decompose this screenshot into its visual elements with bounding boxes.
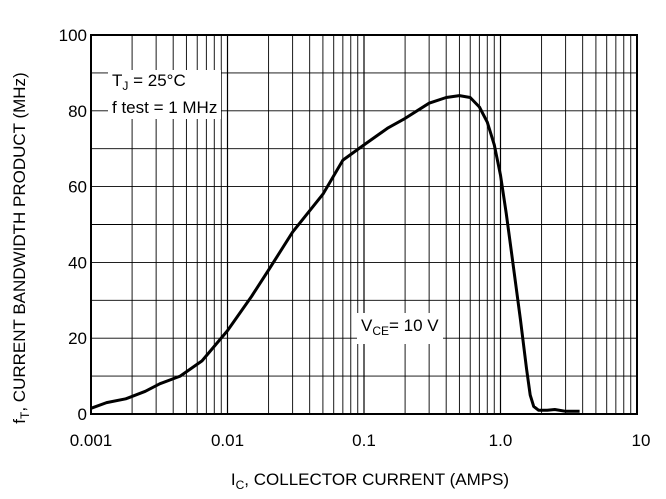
plot-frame	[90, 34, 638, 415]
y-tick-label: 20	[68, 329, 87, 348]
y-tick-label: 60	[68, 178, 87, 197]
test-frequency-label: f test = 1 MHz	[112, 98, 218, 117]
y-tick-label: 80	[68, 102, 87, 121]
x-tick-label: 10	[632, 431, 651, 450]
ft-curve	[90, 94, 580, 413]
x-tick-label: 0.001	[70, 431, 113, 450]
y-tick-label: 0	[78, 405, 87, 424]
x-axis-title: IC, COLLECTOR CURRENT (AMPS)	[230, 470, 510, 492]
vce-label: VCE= 10 V	[357, 313, 443, 344]
y-tick-label: 100	[59, 26, 87, 45]
x-tick-label: 0.01	[211, 431, 244, 450]
y-tick-label: 40	[68, 253, 87, 272]
x-tick-label: 1.0	[489, 431, 513, 450]
y-axis-title: fT, CURRENT BANDWIDTH PRODUCT (MHz)	[10, 72, 32, 424]
tick-labels: 0 20 40 60 80 100 0.001 0.01 0.1 1.0 10	[59, 26, 651, 450]
conditions-box: TJ = 25°C f test = 1 MHz	[108, 70, 222, 119]
junction-temp-label: TJ = 25°C	[112, 71, 186, 93]
x-tick-label: 0.1	[352, 431, 376, 450]
